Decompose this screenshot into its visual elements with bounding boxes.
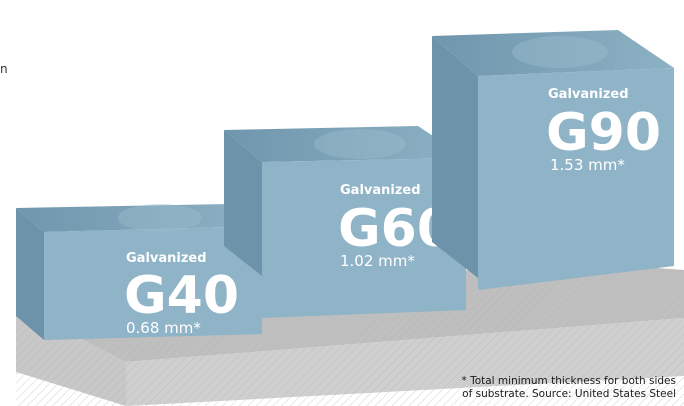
block-g90-front	[478, 68, 674, 290]
block-g40-top	[16, 204, 262, 232]
block-g90-kicker: Galvanized	[548, 87, 629, 102]
block-g60-top	[224, 126, 466, 162]
block-g60-thickness: 1.02 mm*	[340, 252, 415, 270]
block-g40-thickness: 0.68 mm*	[126, 319, 201, 337]
block-g40-front	[44, 226, 262, 340]
block-g40-kicker: Galvanized	[126, 251, 207, 266]
cropped-edge-text: n	[0, 62, 8, 76]
block-g60-front	[262, 158, 466, 318]
footnote-line-1: * Total minimum thickness for both sides	[461, 375, 676, 387]
block-g90: Galvanized G90 1.53 mm*	[432, 30, 674, 290]
block-g60-kicker: Galvanized	[340, 183, 421, 198]
footnote: * Total minimum thickness for both sides…	[406, 375, 676, 401]
block-g60-side	[224, 130, 262, 276]
block-g90-top	[432, 30, 674, 76]
block-g40: Galvanized G40 0.68 mm*	[16, 204, 262, 340]
footnote-line-2: of substrate. Source: United States Stee…	[462, 388, 676, 400]
block-g90-grade: G90	[546, 103, 661, 163]
block-g90-side	[432, 36, 478, 278]
block-g40-side	[16, 208, 44, 340]
block-g40-grade: G40	[124, 266, 239, 326]
block-g90-thickness: 1.53 mm*	[550, 156, 625, 174]
